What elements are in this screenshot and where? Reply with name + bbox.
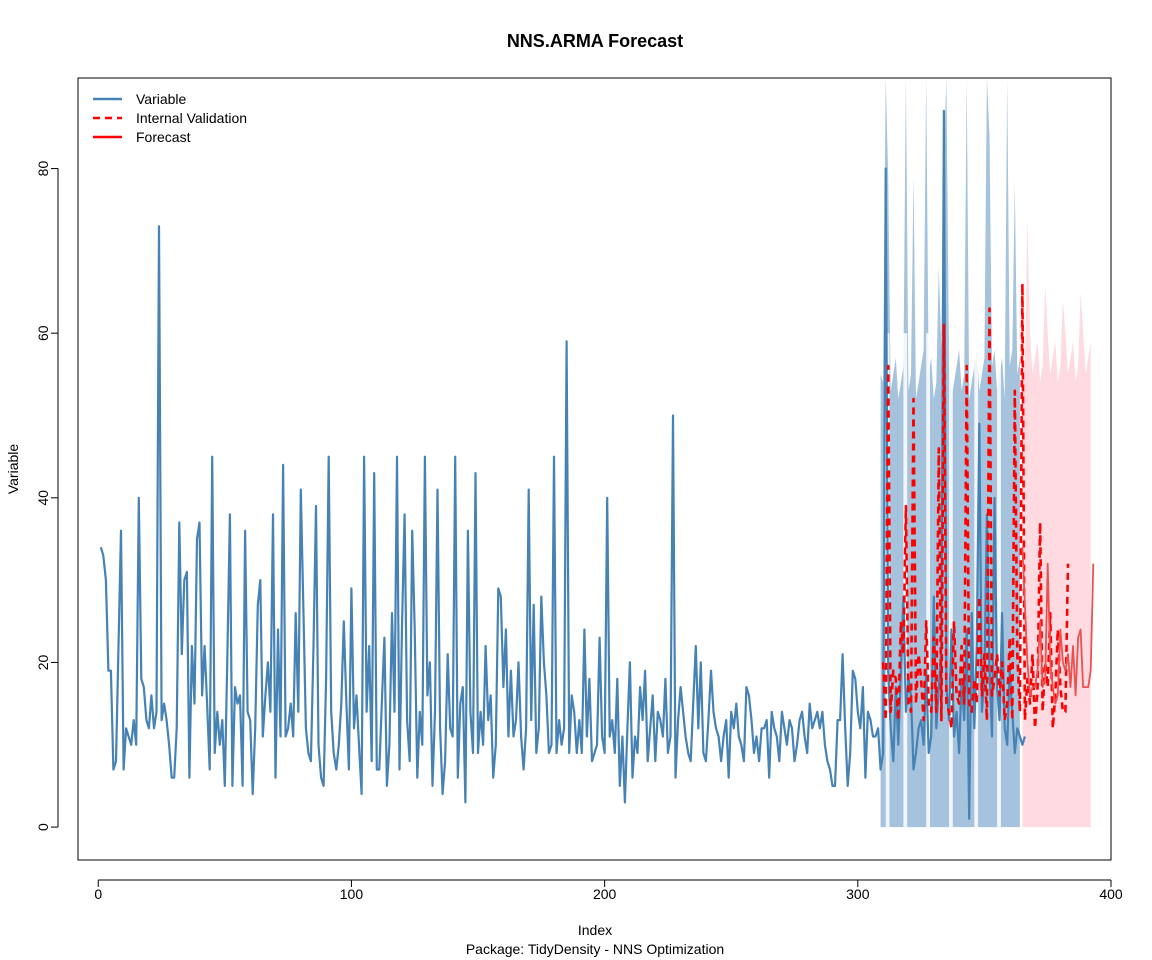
series-line-internal-validation [881, 282, 1070, 730]
chart-subtitle: Package: TidyDensity - NNS Optimization [466, 941, 724, 957]
y-tick-label-1: 20 [35, 654, 51, 670]
y-tick-label-4: 80 [35, 161, 51, 177]
band-gap-2 [926, 333, 930, 828]
legend-label-2: Forecast [136, 129, 191, 145]
x-axis: 0 100 200 300 400 [94, 879, 1123, 902]
band-gap-1 [903, 333, 908, 828]
series-line-forecast [1021, 547, 1095, 705]
x-tick-label-4: 400 [1099, 886, 1123, 902]
x-tick-label-3: 300 [846, 886, 870, 902]
y-tick-label-2: 40 [35, 490, 51, 506]
legend-label-0: Variable [136, 91, 187, 107]
band-gap-3 [949, 333, 953, 828]
y-tick-label-3: 60 [35, 325, 51, 341]
band-gap-4 [974, 333, 979, 828]
band-gap-5 [997, 333, 1001, 828]
x-tick-label-2: 200 [593, 886, 617, 902]
series-line-variable [99, 109, 1026, 820]
y-axis-label: Variable [5, 444, 21, 495]
x-tick-label-1: 100 [340, 886, 364, 902]
x-axis-label: Index [578, 922, 612, 938]
legend-label-1: Internal Validation [136, 110, 247, 126]
legend: Variable Internal Validation Forecast [93, 91, 247, 145]
chart-title: NNS.ARMA Forecast [507, 31, 683, 51]
plot-frame [77, 77, 1112, 861]
y-tick-label-0: 0 [35, 823, 51, 831]
y-axis: 0 20 40 60 80 [35, 161, 59, 831]
series-layer [99, 109, 1095, 820]
x-tick-label-0: 0 [94, 886, 102, 902]
